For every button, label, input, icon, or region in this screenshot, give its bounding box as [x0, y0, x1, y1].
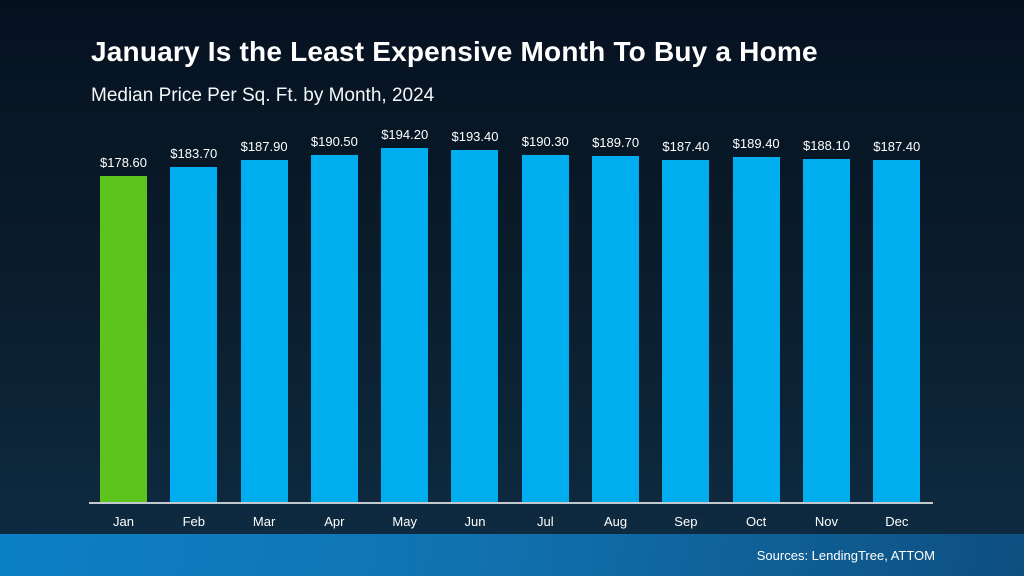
x-tick-apr: Apr [324, 514, 345, 529]
x-tick-feb: Feb [182, 514, 205, 529]
value-label-jan: $178.60 [100, 155, 147, 171]
bar-jul [521, 155, 569, 502]
bar-column-apr: $190.50 [310, 133, 358, 502]
bar-column-nov: $188.10 [802, 138, 850, 502]
bar-apr [310, 154, 358, 502]
x-axis-tick-labels: Jan Feb Mar Apr May Jun Jul Aug Sep Oct … [89, 506, 933, 529]
value-label-may: $194.20 [381, 127, 429, 142]
x-tick-sep: Sep [674, 514, 698, 529]
value-label-jun: $193.40 [451, 128, 499, 144]
value-label-jul: $190.30 [521, 134, 569, 150]
x-tick-may: May [392, 514, 417, 529]
bar-feb [170, 167, 218, 502]
value-label-aug: $189.70 [592, 135, 640, 151]
x-tick-jun: Jun [464, 514, 486, 529]
bar-jan [100, 176, 147, 502]
bar-jun [451, 149, 499, 502]
bar-column-feb: $183.70 [170, 146, 218, 502]
x-tick-jan: Jan [113, 514, 134, 529]
bar-nov [802, 159, 850, 502]
bar-column-jun: $193.40 [451, 128, 499, 502]
x-tick-mar: Mar [252, 514, 276, 529]
bar-column-aug: $189.70 [592, 135, 640, 502]
bar-dec [873, 160, 921, 502]
bar-column-mar: $187.90 [240, 138, 288, 502]
x-tick-aug: Aug [604, 514, 628, 529]
bar-mar [240, 159, 288, 502]
x-tick-nov: Nov [814, 514, 839, 529]
value-label-dec: $187.40 [873, 139, 921, 155]
bar-column-dec: $187.40 [873, 139, 921, 502]
x-tick-oct: Oct [746, 514, 767, 529]
source-text: Sources: LendingTree, ATTOM [756, 547, 935, 563]
bar-sep [662, 160, 710, 502]
source-bar: Sources: LendingTree, ATTOM [0, 534, 1024, 576]
value-label-mar: $187.90 [240, 138, 288, 154]
value-label-apr: $190.50 [310, 133, 358, 149]
value-label-sep: $187.40 [662, 139, 710, 155]
bar-chart-plot-area: $178.60 $183.70 $187.90 $190.50 $194.20 … [89, 124, 933, 504]
bar-may [381, 148, 429, 502]
bar-oct [732, 156, 780, 502]
bar-column-jul: $190.30 [521, 134, 569, 502]
value-label-feb: $183.70 [170, 146, 218, 162]
value-label-oct: $189.40 [732, 135, 780, 151]
bar-column-sep: $187.40 [662, 139, 710, 502]
bar-aug [592, 156, 640, 502]
bar-column-may: $194.20 [381, 127, 429, 502]
x-tick-dec: Dec [885, 514, 909, 529]
value-label-nov: $188.10 [802, 138, 850, 154]
chart-subtitle: Median Price Per Sq. Ft. by Month, 2024 [91, 85, 435, 106]
x-tick-jul: Jul [536, 514, 554, 529]
chart-title: January Is the Least Expensive Month To … [91, 36, 818, 67]
bar-column-oct: $189.40 [732, 135, 780, 502]
bar-column-jan: $178.60 [100, 155, 147, 502]
